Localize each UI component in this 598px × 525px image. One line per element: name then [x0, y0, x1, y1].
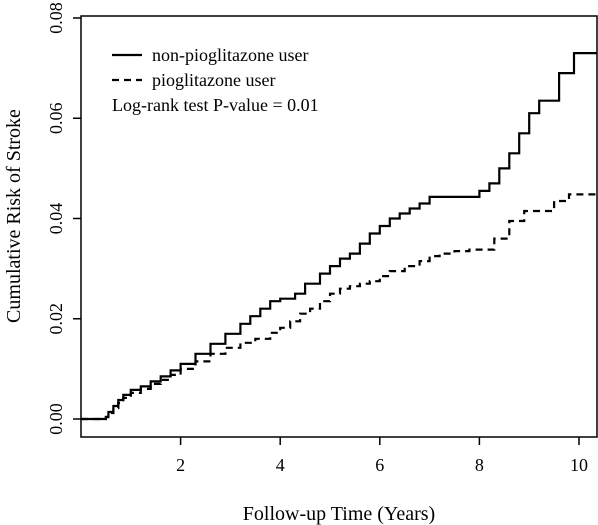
legend: non-pioglitazone user pioglitazone user — [112, 45, 308, 90]
legend-label-non-pioglitazone: non-pioglitazone user — [152, 45, 308, 65]
x-tick-label: 2 — [176, 455, 185, 475]
y-tick-label: 0.06 — [46, 103, 66, 135]
y-axis: 0.00 0.02 0.04 0.06 0.08 — [46, 2, 81, 435]
y-tick-label: 0.08 — [46, 2, 66, 34]
x-axis: 2 4 6 8 10 — [176, 437, 588, 475]
series-non-pioglitazone-line — [81, 52, 597, 421]
plot-frame — [80, 15, 598, 438]
x-tick-label: 6 — [375, 455, 384, 475]
x-tick-label: 10 — [570, 455, 588, 475]
y-tick-label: 0.02 — [46, 303, 66, 335]
series-pioglitazone-line — [81, 193, 597, 421]
legend-label-pioglitazone: pioglitazone user — [152, 70, 275, 90]
x-tick-label: 4 — [276, 455, 285, 475]
y-tick-label: 0.04 — [46, 203, 66, 235]
y-axis-title: Cumulative Risk of Stroke — [3, 109, 25, 323]
series-layer — [81, 52, 597, 421]
x-tick-label: 8 — [475, 455, 484, 475]
y-tick-label: 0.00 — [46, 403, 66, 435]
log-rank-annotation: Log-rank test P-value = 0.01 — [112, 95, 319, 115]
x-axis-title: Follow-up Time (Years) — [243, 503, 435, 525]
